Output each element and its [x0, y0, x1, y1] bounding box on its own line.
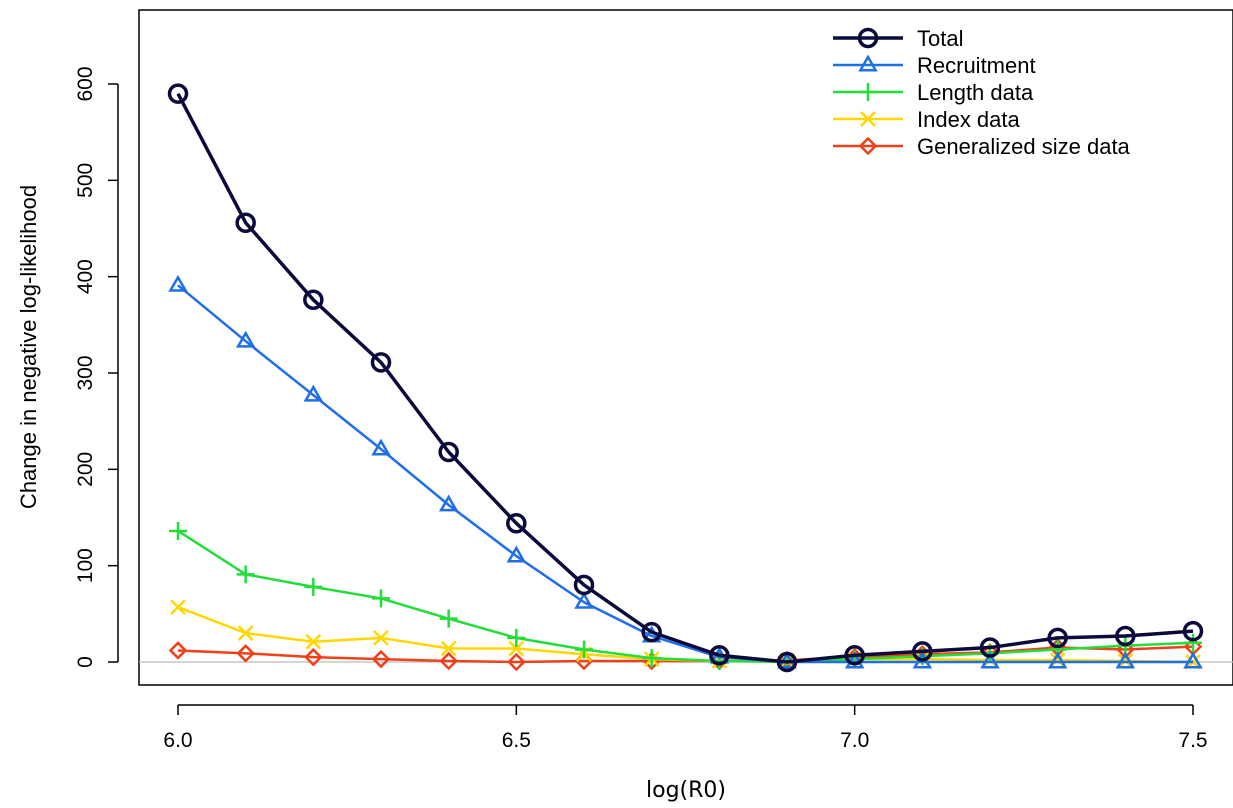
data-point-total	[303, 289, 324, 311]
data-point-recruitment	[574, 591, 594, 609]
data-point-length-data	[169, 521, 187, 540]
x-axis: 6.0 6.5 7.0 7.5	[163, 704, 1208, 752]
data-point-recruitment	[1183, 651, 1203, 669]
data-point-generalized-size-data	[439, 651, 458, 671]
x-tick-label: 6.5	[502, 729, 531, 752]
legend-item-index-data: Index data	[833, 107, 1021, 132]
legend-swatch-marker	[858, 136, 878, 156]
data-point-total	[641, 621, 662, 643]
legend-item-recruitment: Recruitment	[833, 53, 1036, 78]
data-point-length-data	[642, 649, 661, 668]
data-point-length-data	[507, 628, 526, 647]
y-tick-label: 300	[74, 355, 97, 390]
data-point-length-data	[439, 609, 458, 628]
data-point-total	[1115, 625, 1136, 647]
data-point-total	[167, 83, 189, 104]
series-total	[167, 83, 1204, 673]
y-tick-label: 400	[74, 259, 97, 294]
x-tick-label: 7.5	[1178, 729, 1207, 752]
data-point-generalized-size-data	[507, 652, 526, 672]
legend-item-generalized-size-data: Generalized size data	[833, 134, 1131, 159]
data-point-length-data	[236, 565, 255, 584]
y-tick-label: 0	[74, 656, 97, 668]
data-point-index-data	[170, 599, 186, 615]
data-point-recruitment	[980, 651, 1000, 669]
data-point-total	[438, 441, 459, 463]
data-point-total	[912, 641, 933, 662]
data-point-index-data	[373, 630, 389, 646]
data-point-recruitment	[438, 494, 459, 512]
x-axis-title: log(R0)	[646, 778, 726, 803]
data-point-total	[573, 574, 595, 596]
data-point-length-data	[1184, 633, 1202, 652]
data-point-index-data	[508, 640, 525, 657]
legend-swatch-marker	[860, 111, 876, 127]
series-line-length-data	[177, 529, 1194, 664]
data-point-length-data	[372, 589, 390, 608]
y-tick-label: 200	[74, 452, 97, 487]
data-point-total	[776, 651, 798, 673]
y-axis: 0 100 200 300 400 500 600	[74, 66, 119, 668]
legend-swatch-marker	[859, 83, 877, 101]
series-line-index-data	[177, 605, 1194, 664]
y-axis-title: Change in negative log-likelihood	[16, 185, 41, 509]
series-layer	[167, 83, 1204, 673]
data-point-total	[979, 637, 1001, 658]
data-point-length-data	[575, 640, 593, 659]
data-point-generalized-size-data	[236, 644, 255, 663]
data-point-recruitment	[844, 651, 865, 669]
y-tick-label: 500	[74, 163, 97, 198]
data-point-recruitment	[1115, 651, 1136, 669]
plot-frame	[138, 9, 1233, 686]
data-point-total	[235, 212, 256, 233]
data-point-index-data	[237, 625, 254, 641]
data-point-length-data	[304, 577, 323, 596]
data-point-recruitment	[168, 274, 188, 292]
data-point-index-data	[305, 633, 322, 650]
legend-swatch-marker	[857, 27, 879, 49]
legend-item-total: Total	[833, 26, 963, 51]
legend-swatch-marker	[858, 54, 878, 72]
data-point-total	[1182, 620, 1204, 642]
data-point-total	[844, 645, 865, 666]
data-point-generalized-size-data	[371, 649, 391, 669]
legend-label: Total	[917, 26, 963, 51]
legend-item-length-data: Length data	[833, 80, 1034, 105]
legend-label: Index data	[917, 107, 1021, 132]
data-point-total	[1047, 627, 1068, 649]
data-point-recruitment	[1047, 651, 1068, 669]
series-recruitment	[168, 274, 1203, 669]
x-tick-label: 6.0	[163, 729, 192, 752]
data-point-total	[709, 645, 730, 666]
data-point-recruitment	[235, 330, 256, 348]
series-line-total	[176, 92, 1194, 664]
y-tick-label: 600	[74, 66, 97, 101]
x-tick-label: 7.0	[840, 729, 869, 752]
data-point-recruitment	[303, 384, 324, 402]
data-point-index-data	[440, 640, 457, 657]
legend-label: Length data	[917, 80, 1034, 105]
legend-label: Recruitment	[917, 53, 1036, 78]
data-point-recruitment	[371, 438, 391, 456]
data-point-total	[370, 352, 392, 373]
data-point-generalized-size-data	[304, 647, 323, 667]
data-point-total	[506, 513, 527, 534]
data-point-generalized-size-data	[168, 641, 188, 660]
series-line-recruitment	[177, 284, 1193, 664]
data-point-recruitment	[506, 545, 527, 563]
legend-label: Generalized size data	[917, 134, 1131, 159]
y-tick-label: 100	[74, 548, 97, 583]
data-point-index-data	[1049, 652, 1066, 668]
